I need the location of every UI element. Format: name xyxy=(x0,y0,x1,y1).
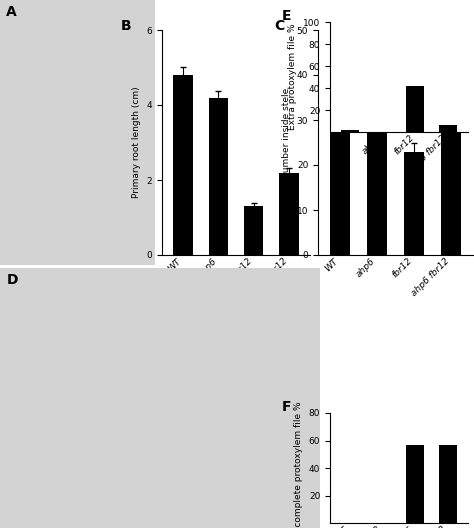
Text: C: C xyxy=(274,19,285,33)
Bar xyxy=(330,93,350,255)
Bar xyxy=(406,445,424,523)
Bar xyxy=(244,206,264,255)
Bar xyxy=(406,86,424,132)
Text: E: E xyxy=(282,9,291,23)
Y-axis label: Cell number inside stele: Cell number inside stele xyxy=(282,87,291,197)
Text: A: A xyxy=(6,5,17,20)
Text: F: F xyxy=(282,400,291,414)
Text: B: B xyxy=(120,19,131,33)
Bar xyxy=(404,152,424,255)
Bar xyxy=(341,130,359,132)
Y-axis label: Incomplete protoxylem file %: Incomplete protoxylem file % xyxy=(294,401,303,528)
Text: D: D xyxy=(7,273,18,287)
Bar xyxy=(439,125,457,132)
Bar xyxy=(439,445,457,523)
Y-axis label: Extra protoxylem file %: Extra protoxylem file % xyxy=(289,24,298,130)
Y-axis label: Primary root length (cm): Primary root length (cm) xyxy=(132,87,141,199)
Bar xyxy=(367,84,387,255)
Bar xyxy=(209,98,228,255)
Bar xyxy=(441,98,461,255)
Bar xyxy=(173,75,193,255)
Bar xyxy=(279,173,299,255)
